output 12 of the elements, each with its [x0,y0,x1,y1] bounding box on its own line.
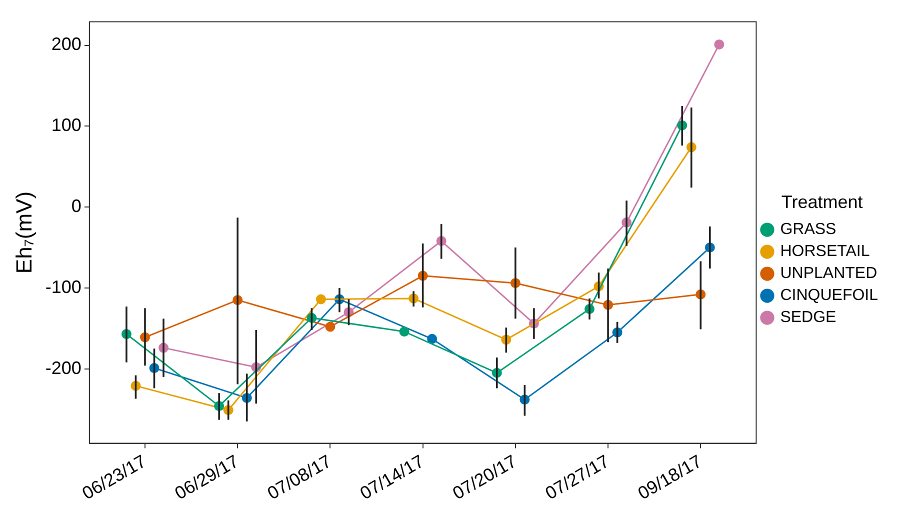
y-tick-label: 0 [71,196,82,216]
legend-label: UNPLANTED [780,265,878,282]
y-tick-label: -100 [45,276,82,297]
y-tick-label: 200 [51,34,82,54]
legend-label: GRASS [780,221,836,238]
y-tick-label: -200 [45,358,82,378]
y-axis-title: Eh₇(mV) [11,191,36,274]
y-tick-label: 100 [51,115,82,136]
legend-label: SEDGE [780,309,836,326]
legend-label: CINQUEFOIL [780,287,878,304]
legend-title: Treatment [781,192,863,212]
legend-label: HORSETAIL [780,243,870,260]
